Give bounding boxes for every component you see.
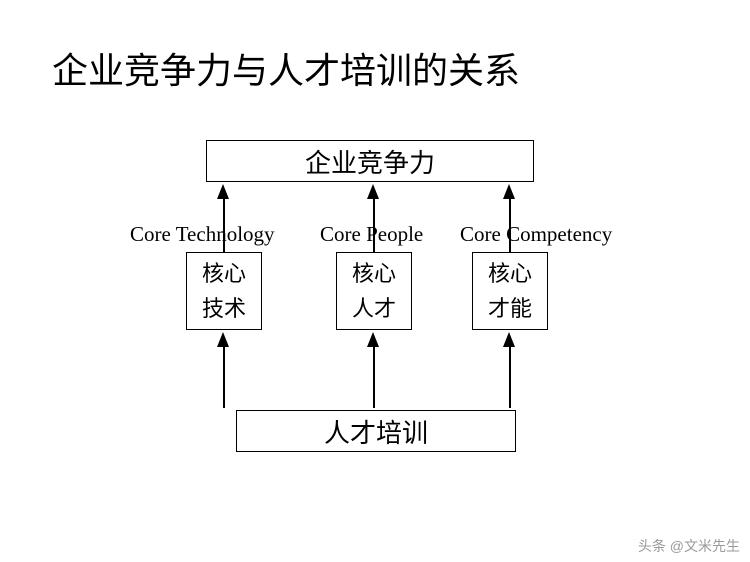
bottom-box-label: 人才培训 [324,413,428,450]
core-box-line2: 技术 [202,291,246,326]
top-box-label: 企业竞争力 [305,143,435,180]
core-box-line1: 核心 [202,256,246,291]
core-box-line1: 核心 [352,256,396,291]
core-box-technology: 核心 技术 [186,252,262,330]
label-core-competency: Core Competency [460,222,612,247]
bottom-box-training: 人才培训 [236,410,516,452]
core-box-line2: 人才 [352,291,396,326]
label-core-people: Core People [320,222,423,247]
core-box-competency: 核心 才能 [472,252,548,330]
page-title: 企业竞争力与人才培训的关系 [52,42,520,94]
core-box-line2: 才能 [488,291,532,326]
label-core-technology: Core Technology [130,222,275,247]
core-box-people: 核心 人才 [336,252,412,330]
core-box-line1: 核心 [488,256,532,291]
top-box-competitiveness: 企业竞争力 [206,140,534,182]
watermark-text: 头条 @文米先生 [638,536,740,556]
